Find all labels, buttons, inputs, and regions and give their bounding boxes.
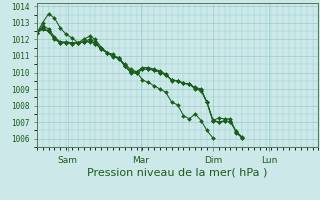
X-axis label: Pression niveau de la mer( hPa ): Pression niveau de la mer( hPa )	[87, 168, 268, 178]
